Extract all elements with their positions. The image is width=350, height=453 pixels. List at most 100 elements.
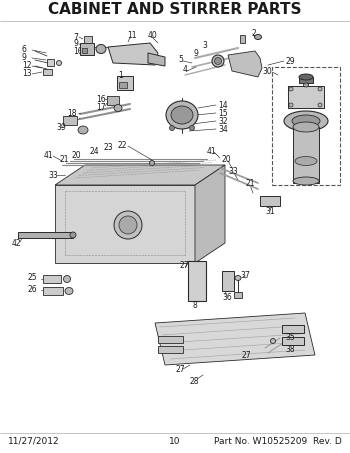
Text: 34: 34 [218, 125, 228, 134]
Ellipse shape [63, 275, 70, 283]
Text: 10: 10 [169, 437, 181, 445]
Text: 17: 17 [96, 102, 106, 111]
Ellipse shape [289, 87, 293, 91]
Text: 24: 24 [90, 146, 100, 155]
Text: 21: 21 [245, 178, 254, 188]
Bar [119, 82, 127, 88]
Text: 22: 22 [118, 140, 127, 149]
Ellipse shape [114, 211, 142, 239]
Bar [293, 127, 319, 183]
Text: 29: 29 [286, 57, 296, 66]
Text: 15: 15 [218, 109, 228, 117]
Text: 7: 7 [73, 33, 78, 42]
Ellipse shape [169, 125, 175, 130]
Bar [188, 261, 206, 301]
Polygon shape [155, 313, 315, 365]
Ellipse shape [171, 106, 193, 124]
Polygon shape [55, 165, 225, 185]
Text: 9: 9 [22, 53, 27, 63]
Text: 37: 37 [240, 270, 250, 280]
Polygon shape [228, 51, 262, 77]
Text: 27: 27 [180, 260, 190, 270]
Text: 5: 5 [178, 56, 183, 64]
Ellipse shape [318, 87, 322, 91]
Ellipse shape [303, 83, 308, 87]
Ellipse shape [56, 61, 62, 66]
Ellipse shape [292, 115, 320, 127]
Bar [288, 86, 324, 108]
Ellipse shape [235, 275, 241, 280]
Ellipse shape [149, 160, 154, 165]
Bar [107, 96, 119, 105]
Text: 18: 18 [67, 109, 77, 117]
Text: 42: 42 [12, 238, 22, 247]
Text: 3: 3 [202, 40, 207, 49]
Polygon shape [55, 185, 195, 263]
Text: 39: 39 [56, 124, 66, 132]
Text: Part No. W10525209  Rev. D: Part No. W10525209 Rev. D [214, 437, 342, 445]
Bar [282, 325, 304, 333]
Polygon shape [195, 165, 225, 263]
Ellipse shape [96, 44, 106, 53]
Text: 16: 16 [96, 95, 106, 103]
Bar [240, 35, 245, 43]
Text: 36: 36 [222, 293, 232, 302]
Bar [43, 69, 52, 75]
Bar [260, 196, 280, 206]
Bar [63, 116, 77, 125]
Ellipse shape [212, 55, 224, 67]
Text: 20: 20 [72, 150, 82, 159]
Ellipse shape [114, 105, 122, 111]
Ellipse shape [271, 338, 275, 343]
Ellipse shape [119, 216, 137, 234]
Text: 25: 25 [27, 274, 37, 283]
Bar [43, 287, 63, 295]
Bar [158, 346, 183, 353]
Text: 41: 41 [207, 146, 217, 155]
Text: 4: 4 [183, 66, 188, 74]
Text: 33: 33 [48, 170, 58, 179]
Text: 21: 21 [60, 155, 70, 164]
Text: 14: 14 [218, 101, 228, 110]
Ellipse shape [293, 122, 319, 132]
Ellipse shape [166, 101, 198, 129]
Text: 11: 11 [127, 32, 136, 40]
Bar [18, 232, 73, 238]
Text: 11/27/2012: 11/27/2012 [8, 437, 60, 445]
Bar [43, 275, 61, 283]
Text: CABINET AND STIRRER PARTS: CABINET AND STIRRER PARTS [48, 3, 302, 18]
Text: 12: 12 [22, 62, 32, 71]
Bar [80, 43, 94, 55]
Bar [117, 76, 133, 90]
Bar [299, 77, 313, 83]
Text: 30: 30 [262, 67, 272, 76]
Bar [82, 48, 87, 53]
Bar [84, 36, 92, 43]
Text: 26: 26 [27, 285, 37, 294]
Text: 6: 6 [22, 45, 27, 54]
Polygon shape [108, 43, 158, 65]
Text: 35: 35 [285, 333, 295, 342]
Bar [272, 67, 340, 185]
Ellipse shape [215, 58, 222, 64]
Bar [158, 336, 183, 343]
Ellipse shape [299, 74, 313, 80]
Ellipse shape [78, 126, 88, 134]
Ellipse shape [284, 111, 328, 131]
Bar [47, 59, 54, 66]
Ellipse shape [189, 125, 195, 130]
Polygon shape [148, 53, 165, 66]
Text: 28: 28 [190, 376, 199, 386]
Text: 19: 19 [67, 116, 77, 125]
Text: 23: 23 [103, 144, 113, 153]
Text: 8: 8 [193, 302, 197, 310]
Text: 9: 9 [193, 49, 198, 58]
Text: 32: 32 [218, 116, 228, 125]
Text: 27: 27 [175, 366, 185, 375]
Bar [282, 337, 304, 345]
Ellipse shape [70, 232, 76, 238]
Text: 9: 9 [73, 39, 78, 48]
Text: 10: 10 [73, 47, 83, 56]
Bar [234, 292, 242, 298]
Text: 13: 13 [22, 69, 32, 78]
